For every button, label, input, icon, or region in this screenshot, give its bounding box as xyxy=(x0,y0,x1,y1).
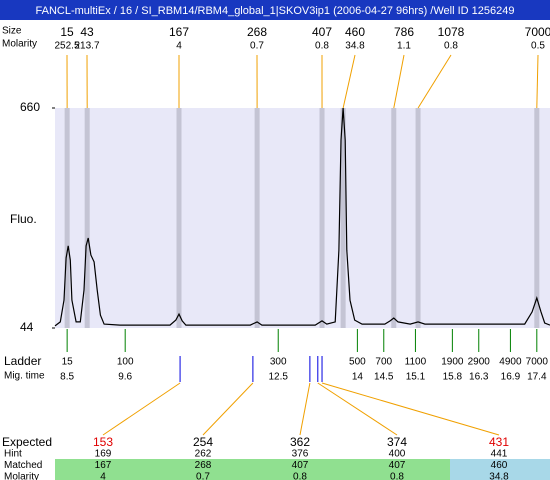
peak-band xyxy=(391,108,397,328)
ladder-size: 15 xyxy=(62,357,74,368)
expected-size: 431 xyxy=(489,435,509,449)
hint-value: 441 xyxy=(491,449,508,460)
peak-connector xyxy=(342,54,356,109)
peak-size: 460 xyxy=(345,25,365,39)
match-cell xyxy=(450,459,550,480)
expected-connector xyxy=(317,382,398,436)
ladder-size: 700 xyxy=(375,357,392,368)
ladder-size: 7000 xyxy=(526,357,549,368)
matched-value: 167 xyxy=(95,460,112,471)
ladder-size: 300 xyxy=(270,357,287,368)
peak-molarity: 4 xyxy=(176,41,182,52)
peak-size: 7000 xyxy=(525,25,550,39)
trace xyxy=(54,107,550,327)
peak-size: 268 xyxy=(247,25,267,39)
expected-size: 362 xyxy=(290,435,310,449)
title-bar xyxy=(0,0,550,20)
peak-band xyxy=(340,108,346,328)
row-label: Ladder xyxy=(4,354,41,368)
peak-band xyxy=(415,108,421,328)
peak-band xyxy=(64,108,70,328)
peak-connector xyxy=(393,54,405,109)
peak-connector xyxy=(536,54,539,109)
peak-molarity: 0.7 xyxy=(250,41,264,52)
ladder-size: 4900 xyxy=(499,357,522,368)
peak-band xyxy=(176,108,182,328)
ladder-size: 1900 xyxy=(441,357,464,368)
peak-size: 167 xyxy=(169,25,189,39)
row-label: Size xyxy=(2,26,22,37)
expected-connector xyxy=(102,382,181,436)
matched-value: 407 xyxy=(389,460,406,471)
row-label: Mig. time xyxy=(4,371,45,382)
y-axis-label: Fluo. xyxy=(10,212,37,226)
peak-molarity: 34.8 xyxy=(345,41,365,52)
molarity-value: 0.7 xyxy=(196,472,210,480)
ladder-size: 2900 xyxy=(468,357,491,368)
peak-molarity: 0.8 xyxy=(315,41,329,52)
peak-molarity: 0.5 xyxy=(531,41,545,52)
matched-value: 460 xyxy=(491,460,508,471)
ladder-time: 15.8 xyxy=(443,372,463,383)
expected-connector xyxy=(299,382,311,436)
hint-value: 376 xyxy=(292,449,309,460)
match-cell xyxy=(153,459,252,480)
peak-size: 786 xyxy=(394,25,414,39)
ladder-time: 16.3 xyxy=(469,372,489,383)
molarity-value: 4 xyxy=(100,472,106,480)
y-tick-label: 44 xyxy=(20,320,34,334)
peak-size: 407 xyxy=(312,25,332,39)
peak-molarity: 213.7 xyxy=(74,41,99,52)
ladder-time: 15.1 xyxy=(406,372,426,383)
y-tick-label: 660 xyxy=(20,100,40,114)
molarity-value: 0.8 xyxy=(390,472,404,480)
peak-size: 1078 xyxy=(438,25,465,39)
expected-size: 153 xyxy=(93,435,113,449)
hint-value: 169 xyxy=(95,449,112,460)
ladder-size: 100 xyxy=(117,357,134,368)
hint-value: 262 xyxy=(195,449,212,460)
peak-molarity: 252.5 xyxy=(54,41,79,52)
ladder-time: 17.4 xyxy=(527,372,547,383)
ladder-time: 8.5 xyxy=(60,372,74,383)
peak-band xyxy=(534,108,540,328)
expected-size: 374 xyxy=(387,435,407,449)
ladder-time: 9.6 xyxy=(118,372,132,383)
match-cell xyxy=(349,459,450,480)
expected-size: 254 xyxy=(193,435,213,449)
molarity-value: 34.8 xyxy=(489,472,509,480)
match-cell xyxy=(55,459,153,480)
ladder-size: 1100 xyxy=(405,357,427,368)
matched-value: 268 xyxy=(195,460,212,471)
peak-size: 43 xyxy=(80,25,94,39)
row-label: Expected xyxy=(2,435,52,449)
peak-band xyxy=(84,108,90,328)
expected-connector xyxy=(202,382,254,436)
match-cell xyxy=(252,459,349,480)
peak-molarity: 1.1 xyxy=(397,41,411,52)
window-title: FANCL-multiEx / 16 / SI_RBM14/RBM4_globa… xyxy=(36,5,515,17)
ladder-time: 14.5 xyxy=(374,372,394,383)
expected-connector xyxy=(321,382,500,436)
ladder-time: 16.9 xyxy=(501,372,521,383)
row-label: Molarity xyxy=(2,39,37,50)
peak-size: 15 xyxy=(60,25,74,39)
peak-molarity: 0.8 xyxy=(444,41,458,52)
peak-band xyxy=(254,108,260,328)
matched-value: 407 xyxy=(292,460,309,471)
ladder-time: 14 xyxy=(352,372,364,383)
hint-value: 400 xyxy=(389,449,406,460)
ladder-size: 500 xyxy=(349,357,366,368)
plot-area xyxy=(55,108,550,328)
peak-band xyxy=(319,108,325,328)
molarity-value: 0.8 xyxy=(293,472,307,480)
row-label: Matched xyxy=(4,460,42,471)
row-label: Molarity xyxy=(4,472,39,480)
row-label: Hint xyxy=(4,449,22,460)
peak-connector xyxy=(417,54,452,109)
ladder-time: 12.5 xyxy=(268,372,288,383)
